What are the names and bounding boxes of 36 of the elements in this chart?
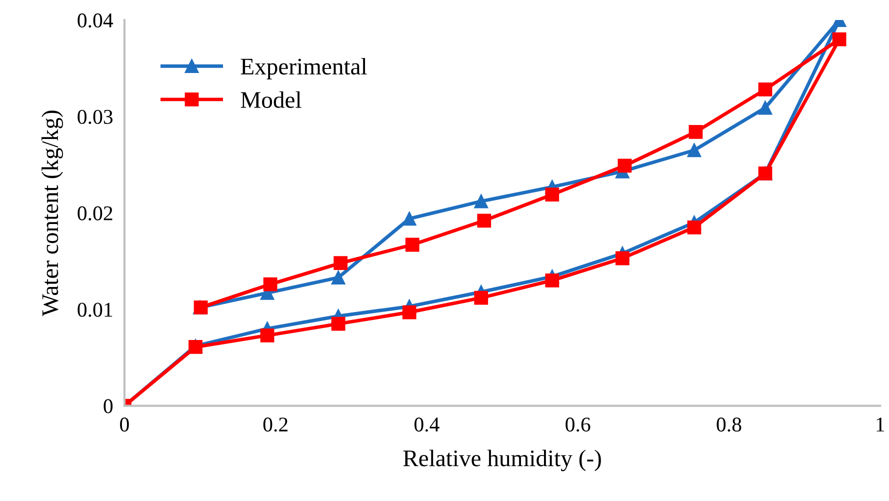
point (474, 290, 488, 305)
point (474, 194, 488, 208)
y-tick-label: 0.03 (78, 110, 113, 124)
x-tick-label: 0 (120, 418, 129, 432)
x-axis-title: Relative humidity (-) (403, 450, 601, 472)
point (688, 124, 703, 139)
x-tick-label: 0.4 (414, 418, 440, 432)
y-tick-label: 0.01 (78, 302, 112, 317)
point (334, 256, 348, 270)
point (615, 251, 630, 266)
legend-label: Model (240, 91, 302, 108)
point (402, 305, 416, 320)
point (687, 220, 702, 234)
point (263, 277, 278, 292)
x-tick-label: 0.6 (566, 418, 590, 432)
y-tick-label: 0.02 (78, 206, 112, 220)
point (687, 143, 702, 158)
point (331, 316, 346, 331)
x-tick-label: 0.8 (716, 418, 742, 432)
point (260, 328, 274, 342)
y-tick-label: 0 (104, 399, 113, 414)
x-tick-label: 0.2 (263, 418, 288, 432)
point (477, 214, 492, 228)
point (758, 100, 772, 115)
point (545, 273, 560, 288)
y-axis-title: Water content (kg/kg) (42, 110, 63, 316)
point (405, 238, 420, 252)
y-tick-label: 0.04 (78, 13, 114, 28)
legend-label: Experimental (240, 58, 367, 80)
point (758, 82, 772, 96)
point (545, 188, 560, 202)
point (832, 32, 846, 46)
point (402, 212, 416, 226)
point (331, 270, 346, 284)
point (618, 158, 632, 173)
x-tick-label: 1 (876, 418, 884, 432)
